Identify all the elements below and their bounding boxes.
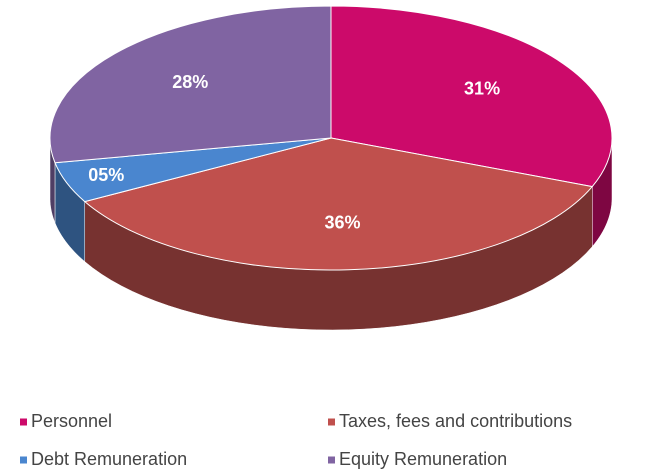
legend-label: Personnel [31, 411, 112, 431]
data-label: 28% [172, 72, 208, 92]
legend-label: Taxes, fees and contributions [339, 411, 572, 431]
slice [330, 5, 613, 188]
legend-label: Debt Remuneration [31, 449, 187, 469]
legend-marker [328, 456, 335, 464]
data-label: 05% [88, 165, 124, 185]
legend-marker [20, 418, 27, 426]
legend-marker [20, 456, 27, 464]
legend-label: Equity Remuneration [339, 449, 507, 469]
slice [83, 137, 594, 271]
data-label: 36% [324, 212, 360, 232]
legend-marker [328, 418, 335, 426]
slice [49, 5, 332, 164]
data-label: 31% [464, 79, 500, 99]
